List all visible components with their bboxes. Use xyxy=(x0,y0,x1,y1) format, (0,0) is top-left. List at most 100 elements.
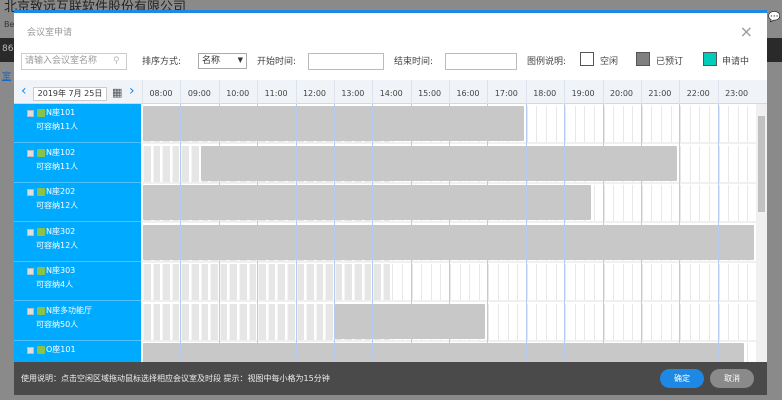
time-slot[interactable] xyxy=(296,264,305,300)
time-slot[interactable] xyxy=(718,145,727,182)
time-slot[interactable] xyxy=(267,303,276,340)
time-slot[interactable] xyxy=(728,185,736,221)
room-item[interactable]: N座302 可容纳12人 xyxy=(14,223,141,262)
time-slot[interactable] xyxy=(584,264,592,300)
time-slot[interactable] xyxy=(689,106,698,142)
time-slot[interactable] xyxy=(699,145,708,182)
time-slot[interactable] xyxy=(200,303,209,340)
time-slot[interactable] xyxy=(286,303,295,340)
time-slot[interactable] xyxy=(641,185,650,221)
time-slot[interactable] xyxy=(661,264,669,300)
time-slot[interactable] xyxy=(747,303,755,340)
confirm-button[interactable]: 确定 xyxy=(660,369,704,388)
close-icon[interactable]: × xyxy=(739,22,753,41)
time-slot[interactable] xyxy=(718,185,727,221)
calendar-icon[interactable]: ▦ xyxy=(112,86,123,99)
time-slot[interactable] xyxy=(440,264,448,300)
time-slot[interactable] xyxy=(171,145,180,182)
time-slot[interactable] xyxy=(661,106,669,142)
time-slot[interactable] xyxy=(478,264,487,300)
time-slot[interactable] xyxy=(622,264,631,300)
sort-select[interactable]: 名称 ▼ xyxy=(198,53,247,69)
time-slot[interactable] xyxy=(709,185,717,221)
time-slot[interactable] xyxy=(152,303,161,340)
time-slot[interactable] xyxy=(200,264,209,300)
chat-icon[interactable]: 💬 xyxy=(768,12,781,23)
time-slot[interactable] xyxy=(737,106,746,142)
time-slot[interactable] xyxy=(181,303,189,340)
time-slot[interactable] xyxy=(229,264,237,300)
start-time-input[interactable] xyxy=(308,53,384,70)
time-slot[interactable] xyxy=(613,106,621,142)
time-slot[interactable] xyxy=(219,303,228,340)
bg-link[interactable]: 室 xyxy=(2,72,12,82)
room-checkbox[interactable] xyxy=(27,307,34,315)
time-slot[interactable] xyxy=(670,106,679,142)
time-slot[interactable] xyxy=(181,145,189,182)
time-slot[interactable] xyxy=(699,106,708,142)
time-slot[interactable] xyxy=(661,185,669,221)
time-slot[interactable] xyxy=(632,106,640,142)
time-slot[interactable] xyxy=(680,145,688,182)
time-slot[interactable] xyxy=(267,264,276,300)
time-slot[interactable] xyxy=(277,264,285,300)
time-slot[interactable] xyxy=(210,264,218,300)
time-slot[interactable] xyxy=(728,145,736,182)
time-slot[interactable] xyxy=(661,303,669,340)
time-slot[interactable] xyxy=(747,264,755,300)
time-slot[interactable] xyxy=(229,303,237,340)
time-slot[interactable] xyxy=(593,303,602,340)
time-slot[interactable] xyxy=(181,264,189,300)
time-slot[interactable] xyxy=(545,106,554,142)
time-slot[interactable] xyxy=(603,303,612,340)
time-slot[interactable] xyxy=(286,264,295,300)
time-slot[interactable] xyxy=(143,145,151,182)
time-slot[interactable] xyxy=(737,303,746,340)
time-slot[interactable] xyxy=(517,264,525,300)
time-slot[interactable] xyxy=(152,145,161,182)
time-slot[interactable] xyxy=(143,303,151,340)
next-day-button[interactable]: › xyxy=(129,83,135,99)
time-slot[interactable] xyxy=(306,303,314,340)
booking-block[interactable] xyxy=(143,343,745,362)
time-slot[interactable] xyxy=(536,106,544,142)
time-slot[interactable] xyxy=(574,303,583,340)
room-checkbox[interactable] xyxy=(27,268,34,275)
time-slot[interactable] xyxy=(190,303,199,340)
time-slot[interactable] xyxy=(411,264,420,300)
time-slot[interactable] xyxy=(296,303,305,340)
time-slot[interactable] xyxy=(526,106,535,142)
time-slot[interactable] xyxy=(392,264,401,300)
time-slot[interactable] xyxy=(613,185,621,221)
room-item[interactable]: N座多功能厅 可容纳50人 xyxy=(14,302,141,341)
time-slot[interactable] xyxy=(238,303,247,340)
time-slot[interactable] xyxy=(603,264,612,300)
time-slot[interactable] xyxy=(526,264,535,300)
time-slot[interactable] xyxy=(651,264,660,300)
room-item[interactable]: N座102 可容纳11人 xyxy=(14,144,141,183)
time-slot[interactable] xyxy=(718,106,727,142)
room-item[interactable]: N座101 可容纳11人 xyxy=(14,104,141,143)
time-slot[interactable] xyxy=(402,264,410,300)
time-slot[interactable] xyxy=(555,303,564,340)
scrollbar-thumb[interactable] xyxy=(758,116,765,212)
time-slot[interactable] xyxy=(488,264,496,300)
time-slot[interactable] xyxy=(747,343,755,362)
time-slot[interactable] xyxy=(632,264,640,300)
time-slot[interactable] xyxy=(699,264,708,300)
time-slot[interactable] xyxy=(143,264,151,300)
time-slot[interactable] xyxy=(699,185,708,221)
time-slot[interactable] xyxy=(219,264,228,300)
time-slot[interactable] xyxy=(651,106,660,142)
time-slot[interactable] xyxy=(517,303,525,340)
time-slot[interactable] xyxy=(632,185,640,221)
time-slot[interactable] xyxy=(709,264,717,300)
time-slot[interactable] xyxy=(680,264,688,300)
vertical-scrollbar[interactable] xyxy=(756,104,767,362)
time-slot[interactable] xyxy=(670,185,679,221)
time-slot[interactable] xyxy=(277,303,285,340)
cancel-button[interactable]: 取消 xyxy=(710,369,754,388)
time-slot[interactable] xyxy=(613,264,621,300)
time-slot[interactable] xyxy=(718,264,727,300)
time-slot[interactable] xyxy=(315,264,324,300)
